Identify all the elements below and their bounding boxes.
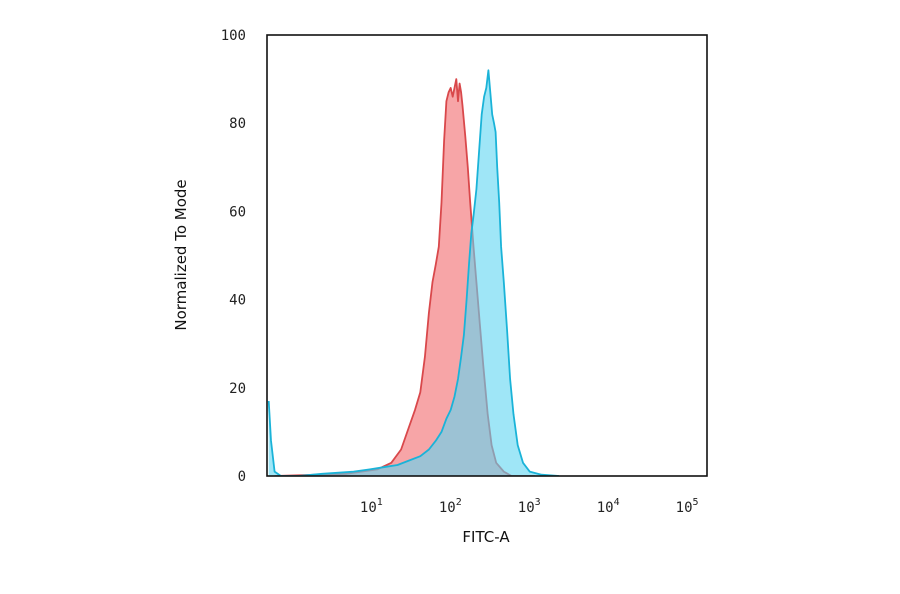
y-tick-label: 0 bbox=[238, 469, 246, 485]
y-axis-ticks: 0 20 40 60 80 100 bbox=[221, 28, 246, 485]
series-2-area bbox=[268, 70, 559, 476]
y-tick-label: 100 bbox=[221, 28, 246, 44]
x-tick-label: 103 bbox=[518, 497, 541, 516]
x-tick-label: 104 bbox=[597, 497, 620, 516]
x-tick-label: 102 bbox=[439, 497, 462, 516]
y-tick-label: 20 bbox=[229, 381, 246, 397]
x-axis-title: FITC-A bbox=[462, 528, 510, 546]
y-tick-label: 80 bbox=[229, 116, 246, 132]
y-tick-label: 40 bbox=[229, 293, 246, 309]
y-axis-title: Normalized To Mode bbox=[172, 179, 190, 330]
x-axis-ticks: 101 102 103 104 105 bbox=[360, 497, 699, 516]
x-tick-label: 101 bbox=[360, 497, 383, 516]
y-tick-label: 60 bbox=[229, 204, 246, 220]
histogram-series bbox=[267, 69, 560, 476]
plot-frame bbox=[266, 34, 708, 477]
x-tick-label: 105 bbox=[676, 497, 699, 516]
series-2-line bbox=[267, 69, 560, 476]
